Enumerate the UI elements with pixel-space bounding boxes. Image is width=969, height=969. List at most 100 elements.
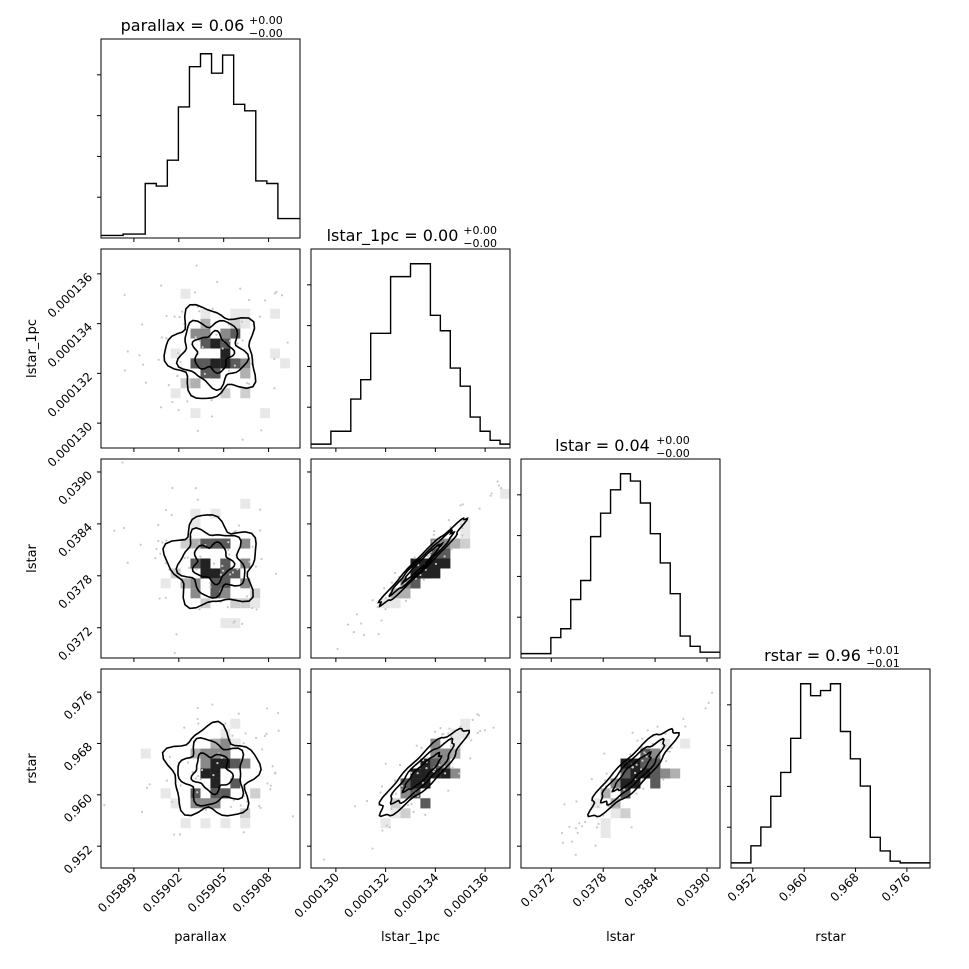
density-cell-rstar-vs-lstar: [660, 738, 671, 749]
sample-point-lstar-vs-parallax: [198, 608, 201, 611]
density-cell-lstar-vs-parallax: [230, 598, 241, 609]
sample-point-rstar-vs-lstar_1pc: [476, 731, 479, 734]
sample-point-rstar-vs-lstar: [635, 792, 638, 795]
title-rstar-upper-error: +0.01: [866, 644, 900, 657]
density-cell-lstar_1pc-vs-parallax: [180, 378, 191, 389]
sample-point-rstar-vs-lstar: [603, 779, 607, 782]
sample-point-lstar-vs-parallax: [222, 569, 225, 572]
title-rstar: rstar = 0.96: [764, 646, 861, 665]
sample-point-lstar_1pc-vs-parallax: [177, 409, 180, 412]
density-cell-rstar-vs-lstar_1pc: [420, 768, 431, 779]
sample-point-rstar-vs-lstar: [616, 807, 619, 810]
ytick-label-lstar_1pc: 0.000130: [45, 419, 95, 469]
sample-point-lstar_1pc-vs-parallax: [247, 298, 251, 302]
sample-point-lstar_1pc-vs-parallax: [241, 438, 244, 441]
sample-point-lstar-vs-parallax: [139, 543, 142, 546]
sample-point-rstar-vs-lstar: [642, 787, 645, 790]
sample-point-rstar-vs-parallax: [265, 707, 269, 710]
density-cell-rstar-vs-parallax: [210, 778, 221, 789]
sample-point-lstar-vs-lstar_1pc: [490, 492, 493, 495]
histogram-parallax: [101, 53, 300, 237]
sample-point-lstar-vs-parallax: [157, 523, 160, 527]
sample-point-lstar_1pc-vs-parallax: [194, 336, 197, 339]
sample-point-rstar-vs-lstar: [595, 826, 599, 829]
density-cell-lstar-vs-parallax: [190, 588, 201, 599]
sample-point-rstar-vs-parallax: [186, 761, 190, 764]
sample-point-lstar-vs-parallax: [274, 572, 278, 575]
title-rstar-lower-error: −0.01: [866, 657, 900, 670]
sample-point-rstar-vs-lstar_1pc: [365, 799, 369, 803]
sample-point-rstar-vs-lstar: [578, 822, 581, 825]
sample-point-rstar-vs-lstar_1pc: [385, 824, 388, 827]
sample-point-lstar-vs-lstar_1pc: [422, 578, 425, 581]
density-cell-lstar_1pc-vs-parallax: [240, 368, 251, 379]
xtick-label-lstar_1pc: 0.000130: [292, 870, 342, 920]
sample-point-rstar-vs-parallax: [258, 804, 261, 808]
sample-point-rstar-vs-lstar: [665, 759, 668, 763]
sample-point-lstar-vs-lstar_1pc: [450, 547, 453, 551]
sample-point-rstar-vs-lstar: [603, 752, 606, 755]
density-cell-lstar-vs-parallax: [200, 538, 211, 549]
density-cell-rstar-vs-lstar_1pc: [410, 778, 421, 789]
sample-point-lstar-vs-lstar_1pc: [433, 530, 436, 533]
sample-point-lstar-vs-lstar_1pc: [459, 504, 462, 507]
sample-point-rstar-vs-parallax: [196, 706, 199, 710]
sample-point-rstar-vs-lstar: [631, 766, 635, 769]
sample-point-rstar-vs-lstar: [563, 803, 566, 806]
density-cell-lstar_1pc-vs-parallax: [190, 408, 201, 419]
title-lstar_1pc-upper-error: +0.00: [463, 224, 497, 237]
density-cell-lstar_1pc-vs-parallax: [230, 318, 241, 329]
sample-point-lstar-vs-parallax: [183, 557, 186, 560]
sample-point-lstar_1pc-vs-parallax: [173, 315, 176, 318]
density-cell-lstar-vs-parallax: [200, 558, 211, 569]
sample-point-lstar_1pc-vs-parallax: [138, 354, 141, 357]
sample-point-rstar-vs-lstar_1pc: [442, 732, 445, 735]
sample-point-lstar_1pc-vs-parallax: [264, 299, 267, 302]
sample-point-rstar-vs-parallax: [269, 788, 272, 791]
sample-point-rstar-vs-lstar: [574, 853, 577, 856]
sample-point-lstar_1pc-vs-parallax: [157, 358, 160, 361]
sample-point-lstar-vs-parallax: [199, 555, 202, 558]
sample-point-lstar-vs-lstar_1pc: [426, 555, 430, 558]
sample-point-rstar-vs-lstar: [622, 788, 626, 791]
sample-point-lstar-vs-parallax: [154, 557, 157, 560]
density-cell-lstar-vs-parallax: [180, 578, 191, 589]
title-parallax: parallax = 0.06: [121, 16, 245, 35]
sample-point-rstar-vs-lstar_1pc: [390, 807, 393, 810]
density-cell-rstar-vs-parallax: [220, 788, 231, 799]
sample-point-rstar-vs-lstar_1pc: [438, 763, 441, 767]
sample-point-rstar-vs-lstar: [640, 768, 643, 771]
sample-point-rstar-vs-lstar_1pc: [449, 745, 452, 748]
sample-point-rstar-vs-lstar_1pc: [407, 803, 410, 807]
sample-point-rstar-vs-parallax: [291, 815, 294, 818]
density-cell-lstar-vs-lstar_1pc: [500, 488, 510, 499]
panel-frame-rstar-vs-parallax: [100, 668, 301, 869]
sample-point-rstar-vs-lstar: [633, 771, 637, 775]
sample-point-lstar-vs-parallax: [229, 573, 232, 576]
density-cell-rstar-vs-lstar_1pc: [460, 718, 471, 729]
density-cell-lstar-vs-parallax: [190, 518, 201, 529]
sample-point-lstar-vs-parallax: [227, 548, 230, 551]
contour-lstar-vs-parallax-level-3: [162, 514, 257, 610]
sample-point-rstar-vs-parallax: [103, 804, 106, 807]
density-cell-rstar-vs-lstar: [650, 768, 661, 779]
sample-point-lstar-vs-lstar_1pc: [383, 587, 386, 590]
density-cell-lstar-vs-lstar_1pc: [390, 588, 401, 599]
sample-point-rstar-vs-lstar: [707, 701, 710, 704]
density-cell-rstar-vs-lstar: [620, 808, 631, 819]
density-cell-lstar-vs-parallax: [170, 568, 181, 579]
density-cell-rstar-vs-parallax: [200, 818, 211, 829]
sample-point-lstar-vs-lstar_1pc: [360, 622, 363, 625]
sample-point-lstar-vs-parallax: [237, 524, 241, 527]
density-cell-rstar-vs-parallax: [200, 758, 211, 769]
sample-point-rstar-vs-lstar: [561, 841, 564, 844]
sample-point-rstar-vs-lstar: [668, 750, 671, 753]
density-cell-lstar_1pc-vs-parallax: [170, 388, 181, 399]
sample-point-lstar-vs-lstar_1pc: [384, 597, 387, 600]
density-cell-rstar-vs-lstar_1pc: [420, 798, 431, 809]
sample-point-rstar-vs-lstar_1pc: [433, 730, 437, 733]
panel-frame-rstar-vs-lstar: [520, 668, 721, 869]
sample-point-lstar-vs-lstar_1pc: [347, 623, 350, 626]
sample-point-rstar-vs-lstar_1pc: [439, 727, 442, 730]
density-cell-lstar_1pc-vs-parallax: [190, 378, 201, 389]
